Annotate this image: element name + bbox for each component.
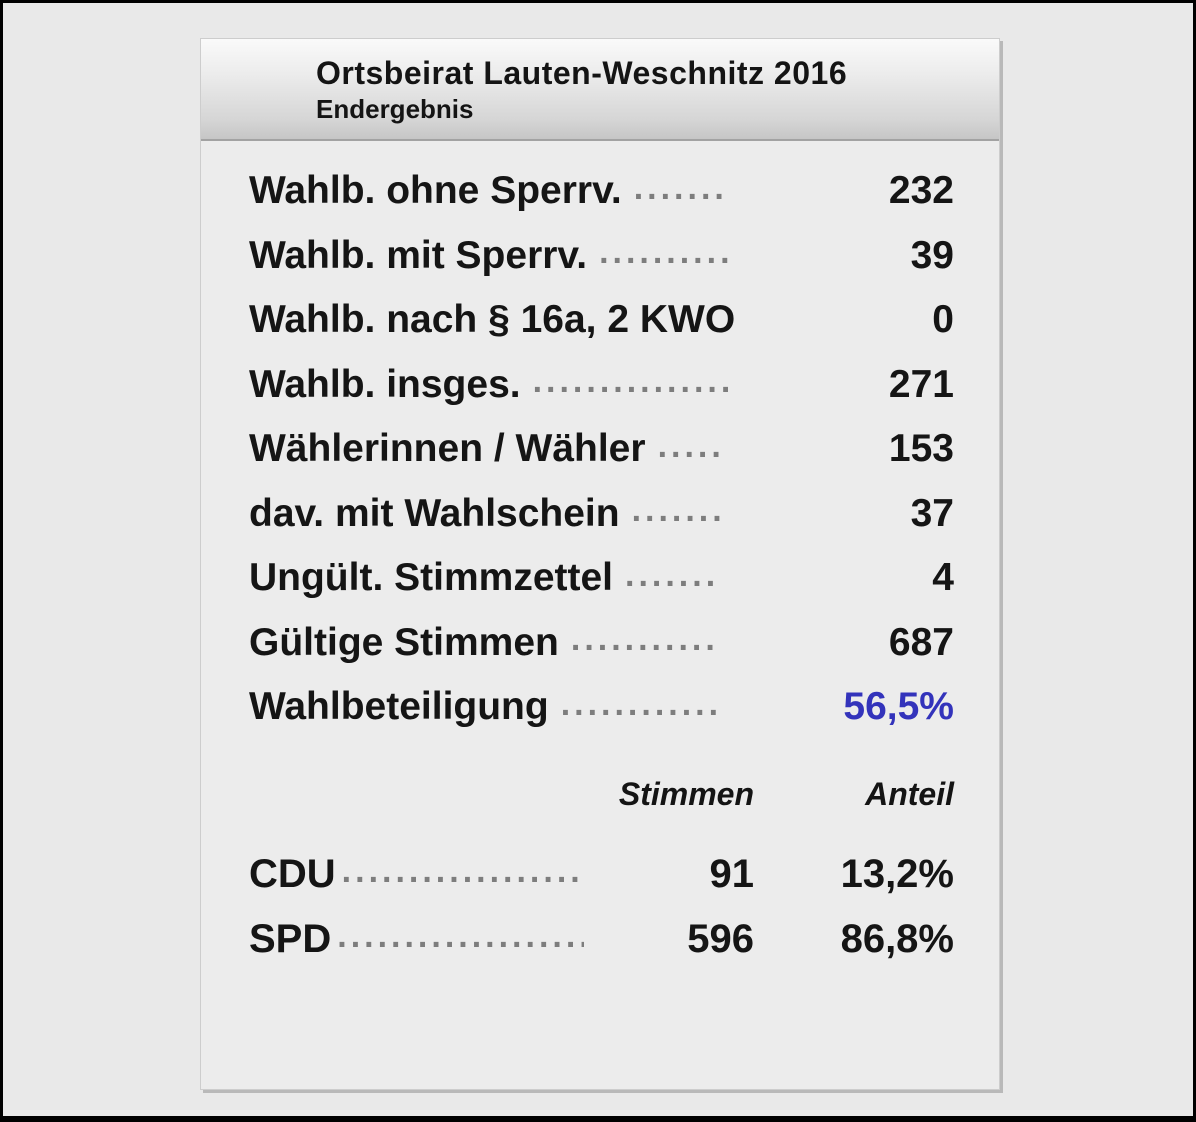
stat-label: Wahlb. nach § 16a, 2 KWO <box>249 298 736 342</box>
stat-row-valid-votes: Gültige Stimmen ........... 687 <box>249 611 954 676</box>
dot-leader: .......... <box>599 233 734 272</box>
stat-label: Wahlb. ohne Sperrv. <box>249 169 622 213</box>
share-value: 13,2% <box>840 851 954 896</box>
votes-value: 596 <box>687 916 754 961</box>
stat-label: Wahlb. insges. <box>249 362 521 406</box>
panel-body: Wahlb. ohne Sperrv. ....... 232 Wahlb. m… <box>201 141 999 972</box>
stat-label: dav. mit Wahlschein <box>249 491 620 535</box>
statistics-list: Wahlb. ohne Sperrv. ....... 232 Wahlb. m… <box>249 159 954 740</box>
dot-leader: ..................... <box>341 851 584 890</box>
votes-value: 91 <box>709 851 755 896</box>
party-cell: CDU ..................... <box>249 852 584 897</box>
dot-leader: ............... <box>532 362 735 401</box>
stat-label: Wahlbeteiligung <box>249 685 549 729</box>
election-results-panel: Ortsbeirat Lauten-Weschnitz 2016 Enderge… <box>200 38 1000 1090</box>
panel-header: Ortsbeirat Lauten-Weschnitz 2016 Enderge… <box>201 39 999 141</box>
party-name: SPD <box>249 916 332 961</box>
dot-leader: ............ <box>560 684 723 723</box>
party-cell: SPD ................... <box>249 917 584 962</box>
stat-row-eligible-total: Wahlb. insges. ............... 271 <box>249 353 954 418</box>
dot-leader: ....... <box>625 555 720 594</box>
stat-value: 687 <box>888 620 954 664</box>
stat-row-eligible-without-restriction: Wahlb. ohne Sperrv. ....... 232 <box>249 159 954 224</box>
dot-leader: ................... <box>337 916 584 955</box>
dot-leader: ....... <box>631 491 726 530</box>
stat-value: 153 <box>888 427 954 471</box>
stat-value: 4 <box>932 556 954 600</box>
column-header-share: Anteil <box>865 776 954 812</box>
stat-value: 0 <box>932 298 954 342</box>
stat-row-voters-with-ballot-paper: dav. mit Wahlschein ....... 37 <box>249 482 954 547</box>
stat-row-eligible-16a-kwo: Wahlb. nach § 16a, 2 KWO 0 <box>249 288 954 353</box>
results-table-header: Stimmen Anteil <box>249 770 954 820</box>
stat-row-turnout: Wahlbeteiligung ............ 56,5% <box>249 675 954 740</box>
page-title: Ortsbeirat Lauten-Weschnitz 2016 <box>316 55 848 91</box>
results-table-rows: CDU ..................... 91 13,2% SPD .… <box>249 842 954 972</box>
stat-label: Wahlb. mit Sperrv. <box>249 233 588 277</box>
stat-value: 232 <box>888 169 954 213</box>
stat-value: 37 <box>910 491 954 535</box>
dot-leader: ....... <box>633 168 728 207</box>
column-header-votes: Stimmen <box>618 776 754 812</box>
stat-row-eligible-with-restriction: Wahlb. mit Sperrv. .......... 39 <box>249 224 954 289</box>
table-row-cdu: CDU ..................... 91 13,2% <box>249 842 954 907</box>
stat-label: Gültige Stimmen <box>249 620 559 664</box>
stat-row-invalid-ballots: Ungült. Stimmzettel ....... 4 <box>249 546 954 611</box>
dot-leader: ..... <box>657 426 725 465</box>
stat-value: 39 <box>910 233 954 277</box>
stat-value: 271 <box>888 362 954 406</box>
share-value: 86,8% <box>840 916 954 961</box>
stat-label: Wählerinnen / Wähler <box>249 427 646 471</box>
party-name: CDU <box>249 851 336 896</box>
turnout-value: 56,5% <box>843 685 954 729</box>
stat-label: Ungült. Stimmzettel <box>249 556 614 600</box>
table-row-spd: SPD ................... 596 86,8% <box>249 907 954 972</box>
stat-row-voters: Wählerinnen / Wähler ..... 153 <box>249 417 954 482</box>
dot-leader: ........... <box>570 620 719 659</box>
result-status-subtitle: Endergebnis <box>316 94 474 124</box>
